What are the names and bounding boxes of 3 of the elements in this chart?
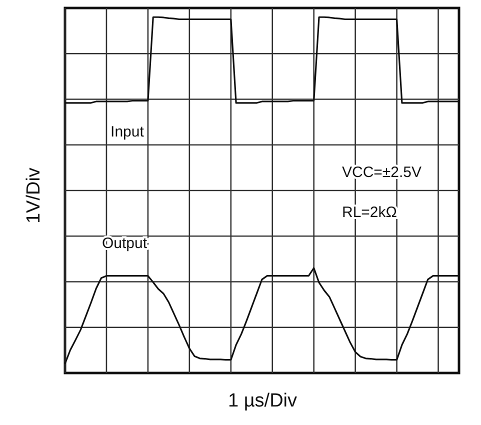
x-axis-title: 1 µs/Div xyxy=(228,390,298,412)
series-label: Input xyxy=(110,123,145,140)
y-axis-title: 1V/Div xyxy=(24,167,44,224)
